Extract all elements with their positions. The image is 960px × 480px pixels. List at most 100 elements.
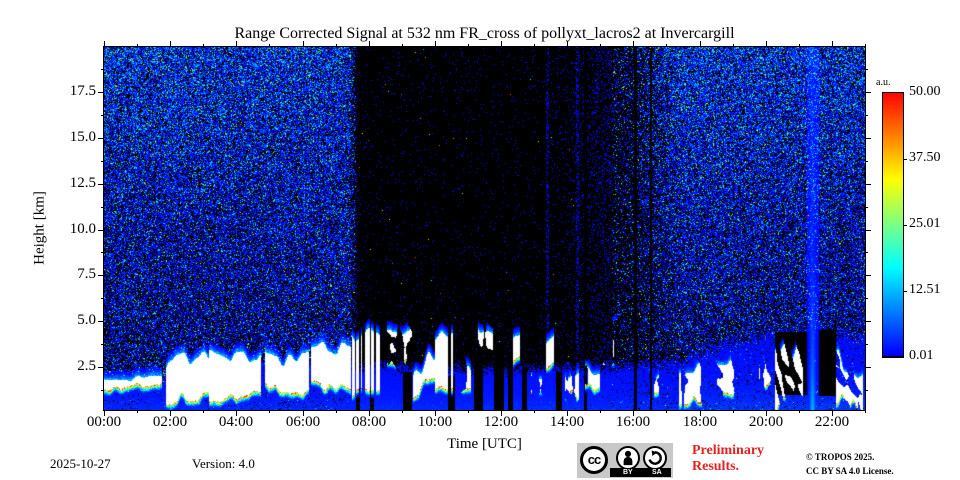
x-minor-tick <box>600 44 601 47</box>
x-minor-tick <box>865 44 866 47</box>
x-minor-tick <box>402 44 403 47</box>
measurement-date: 2025-10-27 <box>50 456 111 471</box>
x-major-tick <box>633 41 634 47</box>
x-major-tick <box>501 41 502 47</box>
y-major-tick <box>98 275 104 276</box>
x-minor-tick <box>203 410 204 413</box>
x-minor-tick <box>666 410 667 413</box>
y-tick-label: 15.0 <box>69 129 96 145</box>
y-minor-tick <box>865 69 868 70</box>
x-minor-tick <box>402 410 403 413</box>
x-minor-tick <box>468 410 469 413</box>
x-major-tick <box>700 41 701 47</box>
x-tick-label: 00:00 <box>86 414 122 430</box>
colorbar-tick <box>903 159 907 160</box>
x-minor-tick <box>865 410 866 413</box>
x-minor-tick <box>534 44 535 47</box>
x-tick-label: 12:00 <box>483 414 519 430</box>
x-tick-label: 20:00 <box>748 414 784 430</box>
x-minor-tick <box>203 44 204 47</box>
x-minor-tick <box>733 410 734 413</box>
x-tick-label: 16:00 <box>615 414 651 430</box>
heatmap-canvas <box>104 47 865 410</box>
y-minor-tick <box>865 115 868 116</box>
colorbar-tick-label: 50.00 <box>909 84 941 99</box>
copyright-note: © TROPOS 2025. CC BY SA 4.0 License. <box>806 450 894 478</box>
x-tick-label: 06:00 <box>285 414 321 430</box>
x-major-tick <box>236 410 237 416</box>
preliminary-line1: Preliminary <box>692 443 765 458</box>
x-tick-label: 08:00 <box>351 414 387 430</box>
x-minor-tick <box>269 44 270 47</box>
x-major-tick <box>236 41 237 47</box>
x-major-tick <box>303 41 304 47</box>
x-tick-label: 02:00 <box>152 414 188 430</box>
y-tick-label: 5.0 <box>77 312 96 328</box>
y-tick-label: 17.5 <box>69 83 96 99</box>
y-major-tick <box>98 92 104 93</box>
x-minor-tick <box>666 44 667 47</box>
x-minor-tick <box>534 410 535 413</box>
x-major-tick <box>303 410 304 416</box>
colorbar-tick-label: 0.01 <box>909 348 934 363</box>
cc-by-sa-labels: BY SA <box>610 468 671 477</box>
software-version: Version: 4.0 <box>192 456 255 471</box>
y-major-tick <box>98 138 104 139</box>
y-minor-tick <box>101 115 104 116</box>
colorbar-tick-label: 25.01 <box>909 216 941 231</box>
x-minor-tick <box>799 410 800 413</box>
x-minor-tick <box>137 410 138 413</box>
y-major-tick <box>865 275 871 276</box>
y-major-tick <box>98 367 104 368</box>
y-tick-label: 7.5 <box>77 266 96 282</box>
x-major-tick <box>766 410 767 416</box>
y-minor-tick <box>101 298 104 299</box>
x-minor-tick <box>336 44 337 47</box>
x-tick-label: 10:00 <box>417 414 453 430</box>
x-major-tick <box>369 410 370 416</box>
copyright-line1: © TROPOS 2025. <box>806 452 875 462</box>
x-major-tick <box>700 410 701 416</box>
cc-license-badge: cc BY SA <box>577 443 673 478</box>
y-major-tick <box>865 230 871 231</box>
x-major-tick <box>170 41 171 47</box>
y-major-tick <box>865 184 871 185</box>
x-major-tick <box>369 41 370 47</box>
colorbar-unit-label: a.u. <box>876 77 891 88</box>
y-minor-tick <box>865 298 868 299</box>
x-major-tick <box>435 410 436 416</box>
y-minor-tick <box>865 344 868 345</box>
x-minor-tick <box>137 44 138 47</box>
x-tick-label: 04:00 <box>218 414 254 430</box>
x-major-tick <box>567 41 568 47</box>
x-minor-tick <box>468 44 469 47</box>
y-minor-tick <box>865 161 868 162</box>
colorbar-tick <box>903 225 907 226</box>
y-minor-tick <box>865 252 868 253</box>
y-major-tick <box>865 92 871 93</box>
x-major-tick <box>766 41 767 47</box>
y-major-tick <box>98 184 104 185</box>
cc-sa-arrow-icon <box>643 446 667 470</box>
y-minor-tick <box>101 161 104 162</box>
page-title: Range Corrected Signal at 532 nm FR_cros… <box>234 25 735 42</box>
y-major-tick <box>865 321 871 322</box>
x-minor-tick <box>336 410 337 413</box>
x-major-tick <box>832 410 833 416</box>
copyright-line2: CC BY SA 4.0 License. <box>806 466 894 476</box>
colorbar-canvas <box>883 93 903 357</box>
x-tick-label: 22:00 <box>814 414 850 430</box>
y-major-tick <box>98 321 104 322</box>
y-tick-label: 12.5 <box>69 175 96 191</box>
preliminary-results-note: Preliminary Results. <box>692 443 764 475</box>
y-major-tick <box>865 138 871 139</box>
y-minor-tick <box>101 390 104 391</box>
x-axis-label: Time [UTC] <box>447 436 522 452</box>
preliminary-line2: Results. <box>692 459 740 474</box>
y-major-tick <box>865 367 871 368</box>
cc-by-person-icon <box>616 446 640 470</box>
x-major-tick <box>567 410 568 416</box>
x-minor-tick <box>799 44 800 47</box>
x-major-tick <box>104 410 105 416</box>
